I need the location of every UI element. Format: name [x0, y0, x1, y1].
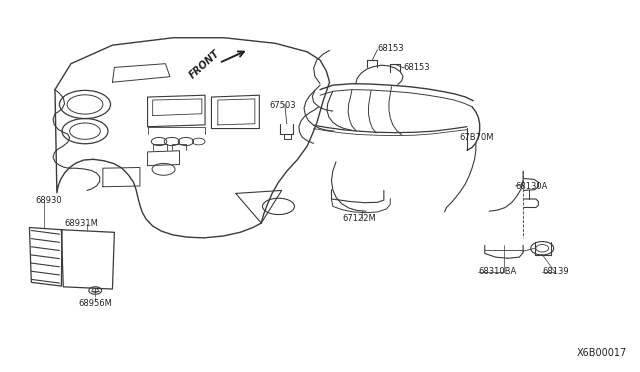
- Text: 68956M: 68956M: [78, 299, 112, 308]
- Text: 68139: 68139: [542, 267, 569, 276]
- Text: 68130A: 68130A: [515, 182, 548, 190]
- Text: FRONT: FRONT: [188, 48, 222, 81]
- Text: 68931M: 68931M: [65, 219, 99, 228]
- Text: 68153: 68153: [378, 44, 404, 53]
- Text: 68310BA: 68310BA: [478, 267, 516, 276]
- Text: 68153: 68153: [403, 63, 429, 72]
- Text: 67122M: 67122M: [342, 214, 376, 223]
- Text: 68930: 68930: [36, 196, 63, 205]
- Text: X6B00017: X6B00017: [576, 348, 627, 358]
- Text: 67B70M: 67B70M: [460, 133, 493, 142]
- Text: 67503: 67503: [269, 101, 296, 110]
